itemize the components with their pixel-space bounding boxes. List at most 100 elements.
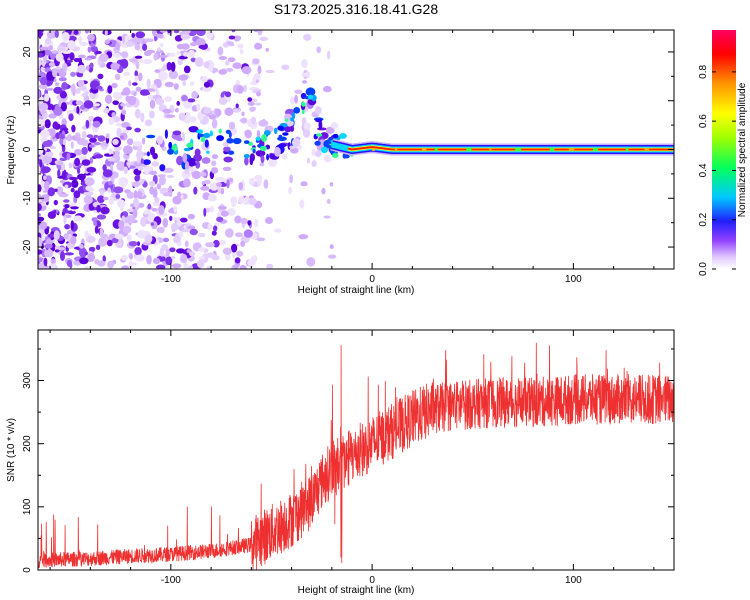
heatmap-blob: [258, 119, 269, 127]
heatmap-blob: [114, 73, 121, 81]
heatmap-blob: [64, 54, 68, 63]
heatmap-hot-blob: [218, 128, 222, 134]
heatmap-blob: [60, 102, 67, 112]
heatmap-blob: [234, 215, 242, 224]
y-tick-label: 0: [22, 146, 33, 152]
heatmap-blob: [239, 118, 247, 123]
heatmap-hot-blob: [264, 130, 271, 136]
heatmap-blob: [127, 138, 134, 146]
heatmap-blob: [66, 134, 73, 142]
heatmap-blob: [226, 179, 230, 189]
heatmap-blob: [154, 69, 160, 73]
x-tick-label: -100: [161, 274, 181, 285]
heatmap-blob: [84, 265, 89, 269]
heatmap-blob: [216, 216, 224, 222]
heatmap-blob: [38, 263, 45, 269]
heatmap-blob: [89, 137, 97, 143]
y-tick-label: 20: [22, 46, 33, 58]
heatmap-blob: [88, 144, 95, 148]
heatmap-blob: [194, 57, 204, 67]
heatmap-blob: [79, 257, 89, 265]
heatmap-blob: [284, 125, 292, 133]
heatmap-blob: [74, 157, 81, 167]
heatmap-blob: [178, 74, 189, 81]
heatmap-blob: [159, 187, 169, 193]
heatmap-blob: [66, 259, 73, 268]
heatmap-blob: [114, 150, 120, 156]
heatmap-blob: [185, 112, 191, 122]
heatmap-blob: [231, 250, 236, 259]
heatmap-blob: [228, 121, 236, 130]
heatmap-blob: [281, 64, 290, 71]
heatmap-blob: [97, 73, 104, 80]
heatmap-blob: [217, 186, 222, 194]
heatmap-blob: [102, 164, 107, 172]
heatmap-blob: [293, 107, 301, 114]
heatmap-blob: [294, 94, 298, 104]
carrier-speckle: [549, 148, 555, 151]
heatmap-blob: [70, 71, 76, 77]
heatmap-blob: [64, 204, 70, 209]
heatmap-blob: [62, 169, 67, 180]
y-tick-label: 100: [22, 498, 33, 515]
heatmap-blob: [231, 198, 237, 208]
y-tick-label: 200: [22, 435, 33, 452]
heatmap-blob: [142, 43, 148, 51]
heatmap-blob: [70, 187, 75, 193]
heatmap-blob: [93, 220, 97, 226]
heatmap-blob: [55, 52, 64, 62]
heatmap-blob: [159, 54, 169, 58]
heatmap-blob: [220, 187, 225, 195]
heatmap-blob: [45, 37, 52, 45]
snr-frame: [37, 329, 675, 571]
heatmap-blob: [289, 125, 295, 132]
heatmap-blob: [39, 46, 49, 50]
heatmap-blob: [68, 35, 77, 42]
heatmap-blob: [107, 181, 113, 186]
heatmap-blob: [254, 42, 263, 50]
heatmap-blob: [39, 159, 43, 168]
heatmap-blob: [99, 189, 104, 196]
heatmap-blob: [38, 236, 43, 247]
heatmap-blob: [134, 247, 142, 256]
heatmap-blob: [289, 174, 293, 184]
heatmap-blob: [314, 150, 322, 158]
heatmap-blob: [176, 101, 180, 106]
heatmap-blob: [247, 258, 256, 267]
heatmap-blob: [76, 72, 84, 78]
heatmap-blob: [134, 75, 139, 83]
heatmap-blob: [105, 133, 110, 139]
heatmap-blob: [75, 88, 81, 94]
heatmap-blob: [274, 146, 281, 157]
heatmap-blob: [152, 257, 161, 265]
heatmap-blob: [144, 234, 153, 244]
heatmap-blob: [128, 241, 138, 247]
heatmap-blob: [129, 58, 138, 63]
heatmap-blob: [63, 215, 67, 225]
heatmap-blob: [175, 137, 183, 142]
heatmap-blob: [129, 252, 133, 260]
heatmap-blob: [38, 184, 42, 193]
heatmap-blob: [173, 30, 180, 34]
heatmap-blob: [39, 102, 49, 111]
heatmap-blob: [240, 217, 248, 225]
heatmap-blob: [62, 50, 71, 54]
heatmap-blob: [89, 62, 94, 69]
colorbar-gradient: [712, 30, 736, 269]
heatmap-blob: [268, 158, 278, 167]
heatmap-blob: [134, 43, 141, 51]
heatmap-blob: [53, 107, 63, 116]
heatmap-blob: [107, 187, 111, 193]
heatmap-blob: [168, 70, 178, 80]
heatmap-blob: [40, 126, 45, 130]
heatmap-blob: [137, 229, 146, 239]
heatmap-blob: [94, 259, 100, 265]
heatmap-blob: [132, 140, 142, 147]
heatmap-x-label: Height of straight line (km): [298, 285, 415, 296]
heatmap-blob: [203, 207, 207, 217]
heatmap-blob: [77, 79, 85, 87]
colorbar-tick-label: 0.6: [698, 114, 709, 128]
heatmap-blob: [144, 119, 153, 127]
heatmap-blob: [277, 136, 287, 142]
